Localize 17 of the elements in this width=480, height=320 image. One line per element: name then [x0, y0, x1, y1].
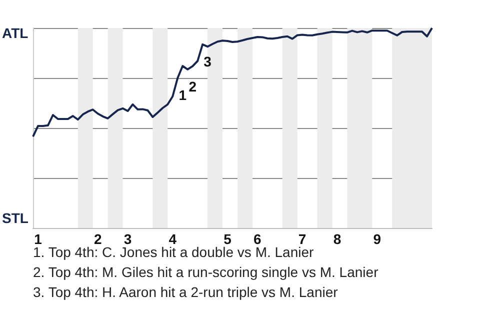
x-tick-label: 7 — [298, 231, 306, 247]
x-tick-label: 4 — [168, 231, 177, 247]
annotation: 3 — [204, 53, 212, 70]
x-tick-label: 2 — [94, 231, 102, 247]
text: STL — [2, 210, 29, 226]
annotation: 2 — [188, 78, 197, 94]
text: ATL — [2, 25, 29, 41]
text: 2. Top 4th: M. Giles hit a run-scoring single vs M. Lanier — [33, 264, 379, 280]
x-tick-label: 6 — [254, 231, 262, 247]
x-tick-label: 1 — [34, 231, 42, 247]
x-tick-label: 9 — [373, 231, 382, 247]
x-tick-label: 8 — [333, 231, 342, 247]
text: 1. Top 4th: C. Jones hit a double vs M. Lanier — [33, 244, 314, 260]
x-tick-label: 5 — [224, 231, 232, 247]
text: 3. Top 4th: H. Aaron hit a 2-run triple vs M. Lanier — [33, 284, 338, 300]
x-tick-label: 3 — [124, 231, 132, 247]
annotation: 1 — [178, 87, 187, 103]
